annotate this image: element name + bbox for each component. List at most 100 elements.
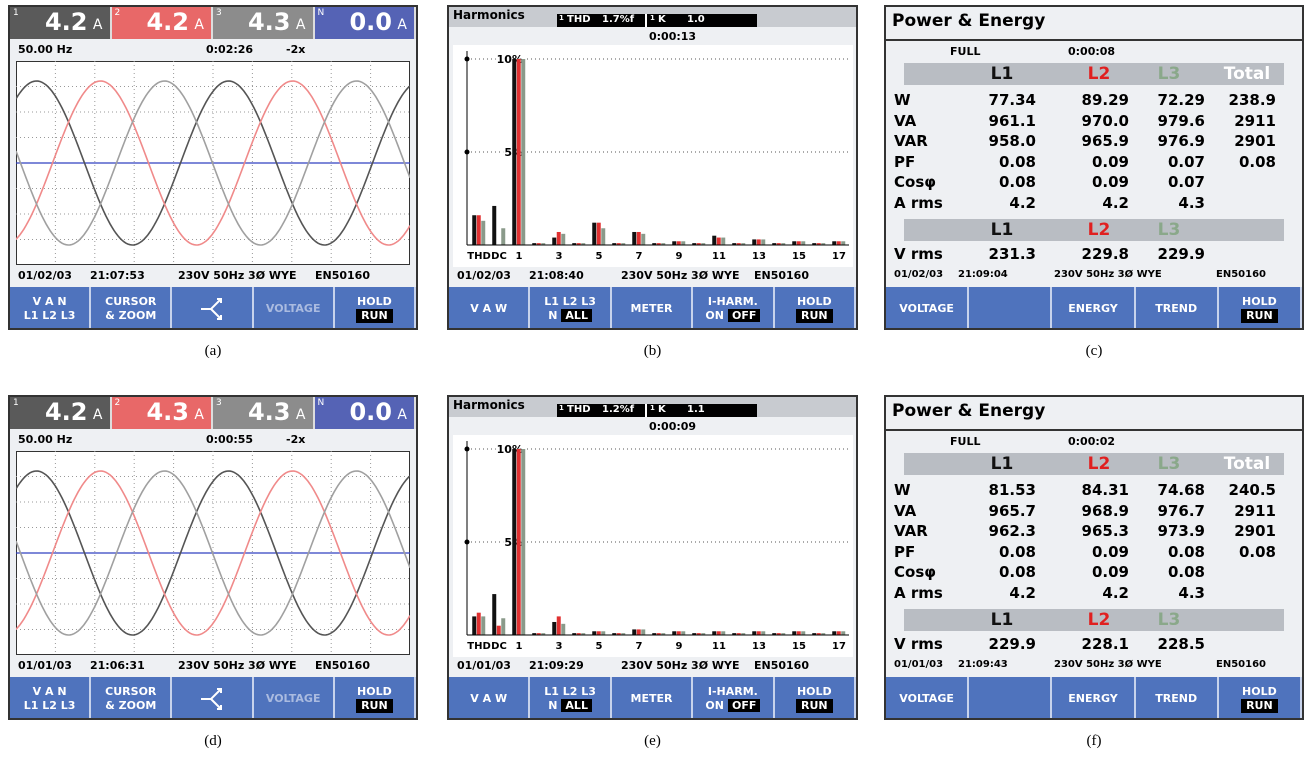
- menu-text: HOLD: [797, 685, 832, 698]
- menu-selected: ALL: [561, 699, 592, 712]
- row-label: Cosφ: [894, 173, 936, 191]
- menu-line: L1 L2 L3: [24, 699, 76, 713]
- cell-value: 979.6: [1158, 112, 1205, 130]
- footer-standard: EN50160: [1216, 659, 1266, 670]
- menu-bar: V A NL1 L2 L3CURSOR& ZOOMVOLTAGEHOLDRUN: [10, 677, 416, 720]
- menu-bar: V A W L1 L2 L3N ALL METERI-HARM.ONOFFHOLDRU…: [449, 677, 856, 720]
- footer-time: 21:09:29: [529, 659, 584, 672]
- bar: [597, 223, 601, 245]
- menu-button[interactable]: METER: [612, 677, 693, 720]
- cell-value: 74.68: [1158, 481, 1205, 499]
- menu-text: & ZOOM: [105, 699, 156, 712]
- footer-config: 230V 50Hz 3Ø WYE: [1054, 269, 1162, 280]
- cell-value: 0.08: [1168, 543, 1205, 561]
- bar: [837, 631, 841, 635]
- footer-standard: EN50160: [315, 659, 370, 672]
- menu-selected: RUN: [796, 309, 833, 323]
- menu-line: VOLTAGE: [899, 692, 954, 706]
- x-tick-label: 13: [752, 251, 766, 262]
- menu-button[interactable]: TREND: [1136, 287, 1219, 330]
- thd-value: 1.7%f: [602, 14, 634, 25]
- bar: [641, 234, 645, 245]
- bar: [837, 241, 841, 245]
- x-tick-label: 15: [792, 641, 806, 652]
- menu-text: METER: [631, 302, 673, 315]
- column-header: L3: [1139, 610, 1199, 630]
- row-label: V rms: [894, 245, 943, 263]
- footer-config: 230V 50Hz 3Ø WYE: [178, 269, 297, 282]
- thd-label: THD: [567, 404, 591, 415]
- menu-button[interactable]: CURSOR& ZOOM: [91, 677, 172, 720]
- bar: [512, 435, 516, 635]
- footer-date: 01/01/03: [18, 659, 72, 672]
- menu-button[interactable]: ENERGY: [1052, 677, 1135, 720]
- menu-text: ENERGY: [1068, 302, 1117, 315]
- bar: [792, 241, 796, 245]
- reading-box: 34.3A: [213, 397, 315, 429]
- menu-button[interactable]: CURSOR& ZOOM: [91, 287, 172, 330]
- bar: [492, 206, 496, 245]
- menu-text: CURSOR: [105, 685, 156, 698]
- menu-button[interactable]: VOLTAGE: [886, 287, 969, 330]
- menu-button[interactable]: TREND: [1136, 677, 1219, 720]
- cell-value: 0.08: [999, 153, 1036, 171]
- frequency: 50.00 Hz: [18, 43, 72, 56]
- cell-value: 229.8: [1082, 245, 1129, 263]
- menu-button[interactable]: V A W: [449, 287, 530, 330]
- menu-line: L1 L2 L3: [544, 685, 596, 699]
- tick-mark: [465, 150, 470, 155]
- menu-line: HOLD: [1242, 295, 1277, 309]
- row-label: PF: [894, 543, 915, 561]
- menu-button[interactable]: V A W: [449, 677, 530, 720]
- footer-date: 01/01/03: [894, 659, 943, 670]
- phase-tag: 1: [559, 14, 564, 22]
- reading-unit: A: [296, 17, 306, 33]
- reading-unit: A: [397, 17, 407, 33]
- menu-button[interactable]: ENERGY: [1052, 287, 1135, 330]
- menu-button[interactable]: VOLTAGE: [254, 677, 335, 720]
- menu-line: HOLD: [1242, 685, 1277, 699]
- bar: [681, 241, 685, 245]
- elapsed-time: 0:00:08: [1068, 45, 1115, 58]
- menu-button[interactable]: METER: [612, 287, 693, 330]
- cell-value: 4.2: [1102, 584, 1129, 602]
- bar: [517, 435, 521, 635]
- menu-text: N: [548, 699, 557, 712]
- reading-value: 4.3: [248, 8, 291, 36]
- menu-line: CURSOR: [105, 685, 156, 699]
- phase-tag: 1: [650, 14, 655, 22]
- x-tick-label: 3: [556, 641, 563, 652]
- menu-line: V A N: [33, 685, 67, 699]
- cell-value: 0.09: [1092, 153, 1129, 171]
- column-header: L3: [1139, 64, 1199, 84]
- footer-standard: EN50160: [1216, 269, 1266, 280]
- menu-text: L1 L2 L3: [544, 295, 596, 308]
- menu-line: HOLD: [357, 295, 392, 309]
- menu-text: N: [548, 309, 557, 322]
- row-label: VAR: [894, 522, 928, 540]
- bar: [801, 241, 805, 245]
- x-tick-label: 15: [792, 251, 806, 262]
- menu-text: I-HARM.: [708, 685, 758, 698]
- row-label: W: [894, 481, 911, 499]
- menu-button[interactable]: VOLTAGE: [254, 287, 335, 330]
- cell-value: 240.5: [1229, 481, 1276, 499]
- cell-value: 976.9: [1158, 132, 1205, 150]
- cell-value: 976.7: [1158, 502, 1205, 520]
- cell-value: 229.9: [1158, 245, 1205, 263]
- cell-value: 965.9: [1082, 132, 1129, 150]
- menu-button[interactable]: VOLTAGE: [886, 677, 969, 720]
- cell-value: 231.3: [989, 245, 1036, 263]
